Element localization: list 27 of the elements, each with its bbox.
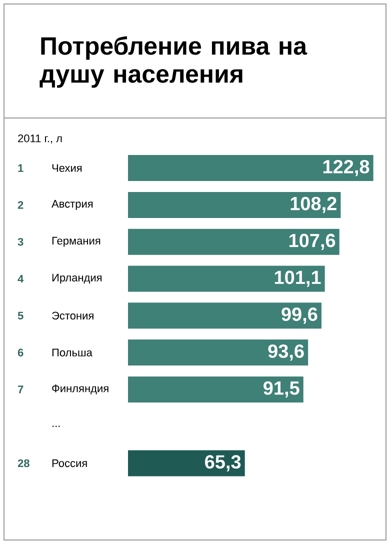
y-tick-label: ... (52, 426, 60, 427)
y-tick-label: Финляндия (52, 384, 108, 394)
data-label: 122,8 (323, 160, 370, 176)
data-label: 108,2 (290, 196, 336, 214)
text: 3 (18, 238, 24, 246)
text: 4 (18, 274, 24, 283)
data-label: 93,6 (268, 344, 304, 361)
y-tick-label: Эстония (52, 312, 94, 320)
y-tick-label: Россия (52, 459, 87, 468)
data-label: 101,1 (274, 270, 321, 287)
data-label: 107,6 (289, 234, 336, 250)
text: 5 (18, 312, 24, 320)
y-tick-label: Чехия (52, 164, 82, 172)
text: 2 (18, 201, 24, 209)
data-label: 91,5 (264, 381, 300, 398)
text: 2011 г., л (18, 134, 62, 144)
chart-title: Потребление пива на душу населения (40, 36, 308, 88)
y-tick-label: Германия (52, 236, 100, 247)
y-tick-label: Польша (52, 348, 92, 356)
text: 6 (18, 348, 24, 356)
text: 28 (18, 459, 30, 468)
y-tick-label: Австрия (52, 200, 93, 210)
y-tick-label: Ирландия (52, 274, 102, 284)
data-label: 65,3 (205, 455, 241, 472)
data-label: 99,6 (282, 308, 318, 324)
text: 7 (18, 386, 24, 394)
text: 1 (18, 164, 24, 172)
